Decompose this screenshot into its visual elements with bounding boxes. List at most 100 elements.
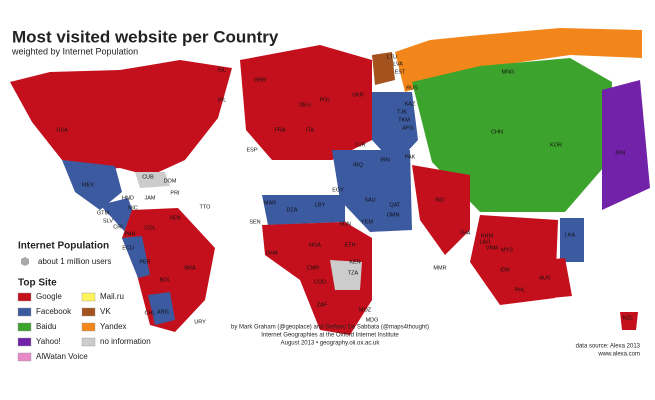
russia	[395, 28, 642, 92]
country-label: ESP	[246, 147, 257, 153]
china	[412, 58, 612, 212]
country-label: CHN	[491, 129, 503, 135]
country-label: GHA	[266, 250, 278, 256]
country-label: SDN	[339, 221, 351, 227]
country-label: LTU	[387, 54, 397, 60]
landmasses	[10, 28, 650, 335]
country-label: SEN	[249, 219, 260, 225]
south-america	[122, 208, 215, 332]
southern-africa	[330, 260, 362, 290]
country-label: ISL	[218, 67, 226, 73]
country-label: DZA	[287, 207, 298, 213]
country-label: HND	[122, 195, 134, 201]
north-africa	[262, 195, 345, 225]
country-label: FRA	[275, 127, 286, 133]
country-label: KHM	[481, 233, 494, 239]
country-label: COD	[314, 279, 326, 285]
country-label: PAN	[125, 231, 136, 237]
country-label: AUS	[539, 275, 551, 281]
country-label: OMN	[387, 212, 400, 218]
africa	[262, 222, 372, 335]
country-label: CMR	[307, 265, 320, 271]
country-label: VEN	[169, 215, 180, 221]
country-label: LBY	[315, 202, 326, 208]
country-label: ZAF	[317, 302, 328, 308]
legend-swatch	[17, 322, 32, 332]
legend-swatch	[81, 322, 96, 332]
country-label: COL	[144, 225, 155, 231]
country-label: SLV	[103, 218, 113, 224]
country-label: LKA	[565, 232, 576, 238]
country-label: TZA	[348, 270, 359, 276]
legend-label: Mail.ru	[100, 292, 124, 301]
country-label: MDG	[366, 317, 379, 323]
credit: August 2013 • geography.oii.ox.ac.uk	[281, 341, 381, 347]
country-label: MMR	[433, 265, 446, 271]
argentina	[148, 292, 175, 325]
country-label: DOM	[164, 178, 177, 184]
site-title: Top Site	[18, 278, 57, 289]
country-label: LVA	[393, 61, 403, 67]
country-label: TUR	[354, 142, 365, 148]
oceania	[525, 258, 572, 300]
country-label: JPN	[615, 150, 625, 156]
central-asia	[372, 92, 418, 165]
country-label: CRI	[113, 224, 123, 230]
population-title: Internet Population	[18, 241, 109, 252]
country-label: KAZ	[405, 101, 416, 107]
subtitle: weighted by Internet Population	[11, 46, 138, 56]
europe	[240, 45, 372, 160]
country-label: MNG	[502, 69, 515, 75]
legend-label: AlWatan Voice	[36, 352, 88, 361]
legend-label: Google	[36, 292, 62, 301]
country-label: EGY	[332, 187, 344, 193]
country-label: GTM	[97, 210, 110, 216]
country-label: NGA	[309, 242, 321, 248]
legend-label: Facebook	[36, 307, 72, 316]
country-label: NZL	[623, 315, 633, 321]
country-label: PRI	[170, 190, 180, 196]
country-label: IND	[435, 197, 445, 203]
country-label: JAM	[145, 195, 156, 201]
legend: Google Facebook Baidu Yahoo! AlWatan Voice Ma…	[17, 292, 151, 362]
country-label: NIC	[128, 205, 138, 211]
new-zealand	[620, 312, 638, 330]
country-label: ETH	[345, 242, 356, 248]
country-label: TKM	[398, 117, 410, 123]
country-label: ARG	[157, 309, 169, 315]
country-label: UKR	[352, 92, 364, 98]
country-label: MEX	[82, 182, 94, 188]
source: www.alexa.com	[597, 352, 640, 358]
hex-icon	[21, 257, 29, 266]
legend-label: VK	[100, 307, 111, 316]
country-label: GBR	[254, 77, 266, 83]
country-label: MAR	[264, 200, 276, 206]
country-label: ITA	[306, 127, 314, 133]
north-america	[10, 60, 232, 176]
legend-swatch	[17, 352, 32, 362]
country-label: IRQ	[353, 162, 364, 168]
legend-swatch	[81, 292, 96, 302]
caribbean	[135, 172, 170, 188]
country-label: YEM	[361, 219, 373, 225]
source: data source: Alexa 2013	[576, 344, 641, 350]
country-label: AFG	[402, 125, 413, 131]
country-label: PER	[139, 259, 150, 265]
country-label: EST	[395, 69, 406, 75]
country-label: POL	[319, 97, 330, 103]
legend-swatch	[17, 307, 32, 317]
middle-east	[332, 150, 412, 232]
legend-swatch	[17, 337, 32, 347]
country-label: VNM	[486, 245, 499, 251]
country-label: PHL	[515, 287, 526, 293]
credit: Internet Geographies at the Oxford Inter…	[261, 333, 399, 339]
country-label: ECU	[122, 245, 134, 251]
credit: by Mark Graham (@geoplace) and Stefano D…	[231, 325, 429, 331]
country-label: TJK	[397, 109, 407, 115]
legend-swatch	[17, 292, 32, 302]
legend-label: Baidu	[36, 322, 56, 331]
country-label: CHL	[144, 310, 155, 316]
country-label: IRL	[218, 97, 227, 103]
